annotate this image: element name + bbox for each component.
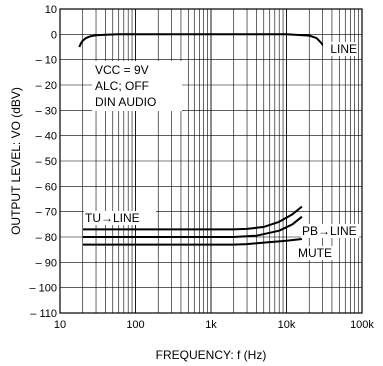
series-label-tu-line-bg [84, 211, 156, 225]
y-tick-label: – 10 [36, 55, 57, 67]
x-axis-label: FREQUENCY: f (Hz) [156, 348, 267, 362]
y-tick-label: – 40 [36, 131, 57, 143]
series-line [82, 215, 303, 238]
y-axis-label: OUTPUT LEVEL: VO (dBV) [9, 87, 23, 235]
series-label-pb-line-bg [301, 224, 359, 238]
series-label-pb-line: PB→LINE [302, 224, 357, 238]
series-label-tu-line: TU→LINE [85, 211, 140, 225]
conditions-bg [92, 61, 182, 111]
y-tick-label: – 50 [36, 156, 57, 168]
y-tick-label: – 100 [29, 283, 57, 295]
y-tick-label: 10 [45, 4, 57, 16]
y-tick-label: – 90 [36, 257, 57, 269]
series-label-line-bg [323, 42, 357, 56]
y-tick-label: – 110 [30, 308, 57, 320]
y-tick-label: – 80 [36, 232, 57, 244]
y-tick-label: – 60 [36, 181, 57, 193]
x-tick-label: 10 [54, 319, 66, 331]
series-line [82, 238, 303, 246]
condition-text: VCC = 9V [95, 63, 149, 77]
series-label-mute-bg [297, 246, 339, 260]
plot-frame [59, 8, 363, 314]
y-tick-label: – 20 [36, 80, 57, 92]
y-tick-labels: 10 0 – 10 – 20 – 30 – 40 – 50 – 60 – 70 – 80 – 90 –… [29, 4, 57, 320]
x-tick-label: 100 [126, 319, 144, 331]
y-tick-label: – 30 [36, 105, 57, 117]
x-tick-label: 10k [278, 319, 296, 331]
series-line [78, 33, 326, 48]
series-label-mute: MUTE [298, 246, 332, 260]
condition-text: ALC; OFF [95, 79, 149, 93]
y-tick-label: – 70 [36, 207, 57, 219]
series-line [82, 205, 303, 231]
grid-lines [60, 9, 362, 313]
y-tick-label: 0 [51, 29, 57, 41]
x-tick-labels: 10 100 1k 10k 100k [54, 319, 375, 331]
x-tick-label: 1k [205, 319, 217, 331]
series-lines [78, 33, 326, 246]
x-tick-label: 100k [350, 319, 374, 331]
annotations: LINE TU→LINE PB→LINE MUTE VCC = 9V ALC; OFF DI… [84, 42, 359, 260]
condition-text: DIN AUDIO [95, 95, 156, 109]
series-label-line: LINE [330, 42, 357, 56]
